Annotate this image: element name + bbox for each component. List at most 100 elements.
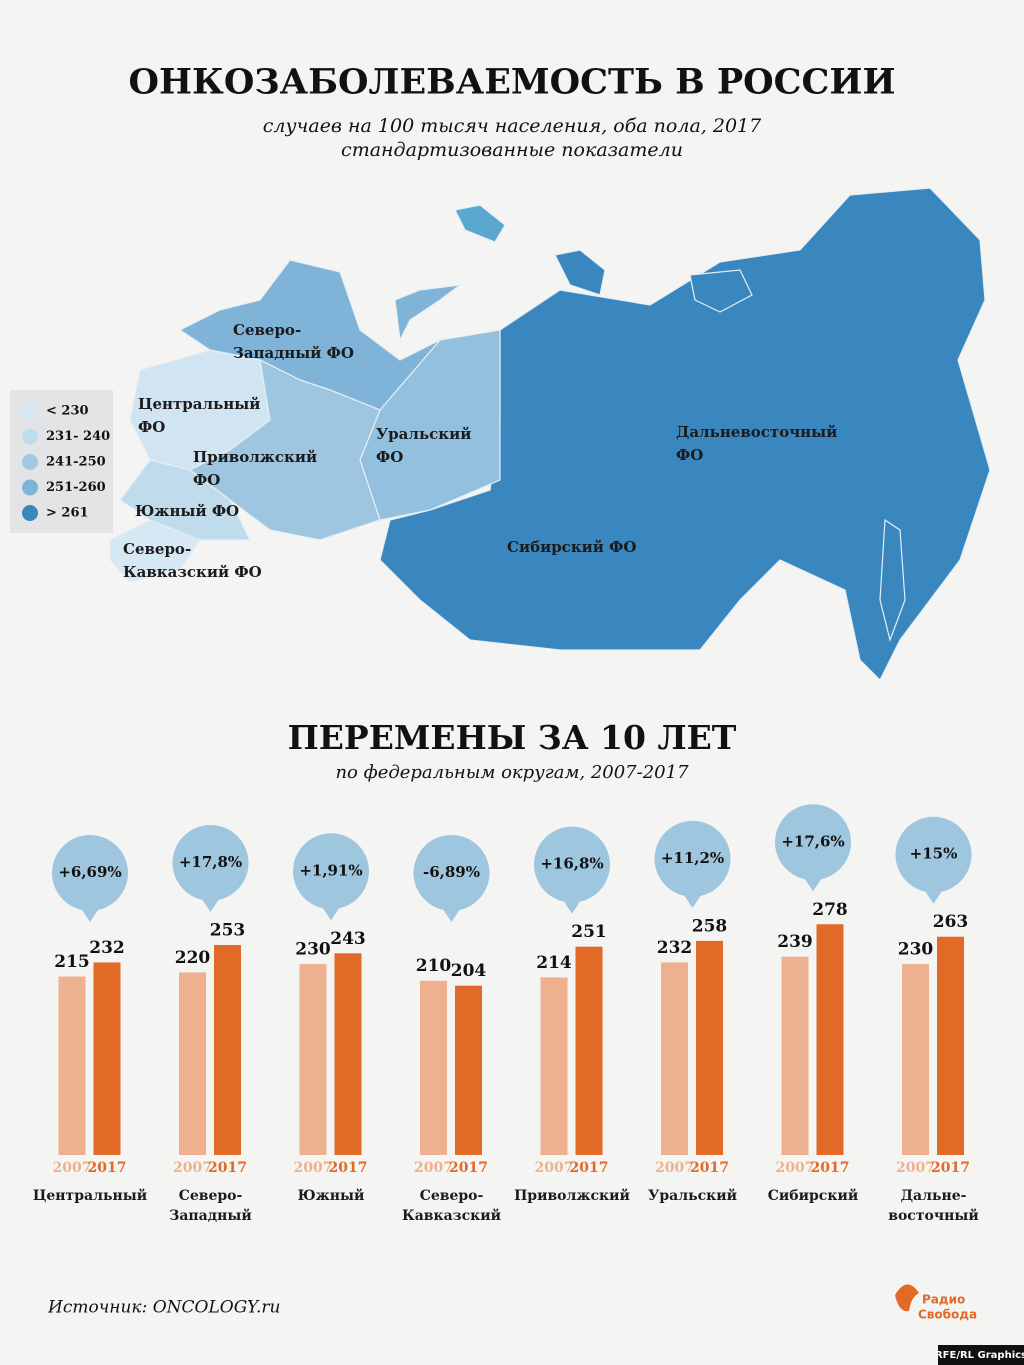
change-bubble (895, 816, 972, 904)
bar (58, 976, 86, 1155)
island (554, 249, 606, 296)
bar (696, 940, 723, 1155)
change-label: +11,2% (661, 849, 724, 867)
bar (816, 924, 844, 1155)
island (879, 518, 906, 643)
change-bubble (654, 820, 731, 908)
bar-value: 258 (692, 916, 728, 936)
change-label: +1,91% (299, 861, 362, 879)
region-label: Южный ФО (135, 502, 240, 520)
category-label: Уральский (648, 1188, 737, 1204)
region-label: Северо- Кавказский ФО (123, 540, 262, 581)
change-label: +16,8% (540, 855, 603, 873)
region-label: Дальневосточный ФО (676, 423, 838, 464)
legend-label: > 261 (46, 506, 89, 521)
region-south (119, 459, 251, 541)
logo-icon (895, 1284, 919, 1312)
logo-text: Свобода (918, 1308, 977, 1322)
bar (575, 946, 603, 1155)
change-label: -6,89% (423, 863, 480, 881)
legend-swatch (22, 479, 38, 496)
bar (214, 945, 241, 1155)
change-bubble (534, 826, 610, 914)
credit-box (938, 1345, 1024, 1365)
bar (299, 964, 327, 1155)
year-label: 2017 (570, 1160, 609, 1176)
legend-swatch (22, 505, 38, 521)
change-bubble (52, 835, 128, 922)
bar-value: 210 (416, 956, 452, 976)
change-bubble (293, 833, 369, 921)
chart-subtitle: по федеральным округам, 2007-2017 (335, 762, 689, 783)
bar (179, 972, 206, 1155)
bar (334, 953, 362, 1155)
subtitle: случаев на 100 тысяч населения, оба пола… (263, 115, 762, 137)
bar-value: 251 (571, 922, 607, 942)
bar (93, 962, 121, 1155)
region-label: Центральный ФО (138, 395, 261, 436)
year-label: 2007 (896, 1160, 935, 1176)
year-label: 2007 (535, 1160, 574, 1176)
region-label: Сибирский ФО (507, 538, 637, 556)
bar-value: 214 (536, 953, 572, 973)
legend-label: 241-250 (46, 455, 106, 470)
year-label: 2007 (655, 1160, 694, 1176)
chart-title: ПЕРЕМЕНЫ ЗА 10 ЛЕТ (288, 718, 737, 757)
bar (420, 980, 447, 1155)
island (394, 284, 463, 343)
year-label: 2007 (414, 1160, 453, 1176)
bar (937, 936, 964, 1155)
legend-label: 251-260 (46, 480, 106, 495)
change-bubble (172, 825, 249, 913)
region-label: Уральский ФО (376, 425, 472, 466)
year-label: 2017 (88, 1160, 127, 1176)
bar (902, 964, 929, 1155)
year-label: 2017 (449, 1160, 488, 1176)
change-label: +6,69% (58, 863, 121, 881)
year-label: 2007 (294, 1160, 333, 1176)
year-label: 2017 (208, 1160, 247, 1176)
legend-swatch (22, 428, 38, 445)
legend-label: < 230 (46, 404, 89, 419)
bar-value: 263 (933, 912, 969, 932)
logo-text: Радио (922, 1293, 965, 1307)
legend-label: 231- 240 (46, 429, 110, 444)
category-label: Сибирский (767, 1188, 859, 1204)
region-label: Приволжский ФО (193, 448, 318, 489)
bar-value: 215 (54, 952, 90, 972)
category-label: Северо- Западный (169, 1188, 252, 1224)
bar-value: 232 (89, 938, 125, 958)
change-bubble (775, 804, 851, 892)
region-volga (188, 358, 381, 541)
year-label: 2017 (931, 1160, 970, 1176)
year-label: 2017 (811, 1160, 850, 1176)
category-label: Южный (297, 1188, 365, 1204)
bar-value: 230 (295, 940, 331, 960)
category-label: Приволжский (514, 1188, 630, 1204)
bar (661, 962, 688, 1155)
change-bubble (413, 835, 490, 922)
change-label: +15% (910, 845, 958, 863)
bar-value: 239 (777, 932, 813, 952)
bar (540, 977, 568, 1155)
bar-value: 278 (812, 900, 848, 920)
subtitle: стандартизованные показатели (341, 139, 683, 161)
source: Источник: ONCOLOGY.ru (47, 1298, 280, 1318)
island (454, 204, 506, 243)
category-label: Северо- Кавказский (401, 1188, 502, 1224)
bar (455, 985, 482, 1155)
region-far-east-siberia (379, 187, 991, 682)
year-label: 2017 (690, 1160, 729, 1176)
credit: RFE/RL Graphics (935, 1350, 1024, 1361)
bar-value: 243 (330, 929, 366, 949)
year-label: 2007 (776, 1160, 815, 1176)
year-label: 2017 (329, 1160, 368, 1176)
bar (781, 956, 809, 1155)
bar-value: 204 (451, 961, 487, 981)
bar-value: 253 (210, 921, 246, 941)
change-label: +17,6% (781, 832, 844, 850)
island (689, 269, 753, 313)
legend-swatch (22, 403, 38, 419)
